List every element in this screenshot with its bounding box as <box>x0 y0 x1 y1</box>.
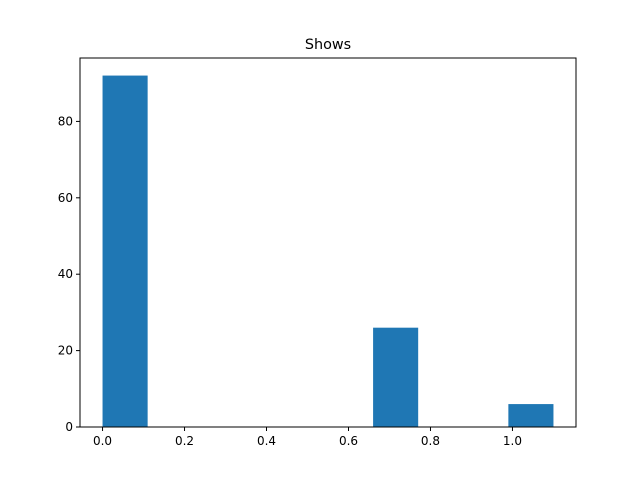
x-axis-ticks: 0.0 0.2 0.4 0.6 0.8 1.0 <box>93 427 522 448</box>
x-tick-label: 1.0 <box>503 434 522 448</box>
y-tick-label: 60 <box>58 191 73 205</box>
x-tick-label: 0.6 <box>339 434 358 448</box>
plot-frame <box>79 57 577 428</box>
bar-9 <box>508 404 554 427</box>
bars-group <box>102 75 554 428</box>
bar-0 <box>102 75 148 428</box>
chart-title: Shows <box>305 37 351 53</box>
y-axis-ticks: 0 20 40 60 80 <box>58 114 80 434</box>
y-tick-label: 80 <box>58 114 73 128</box>
y-tick-label: 20 <box>58 344 73 358</box>
bar-6 <box>373 327 419 427</box>
x-tick-label: 0.2 <box>175 434 194 448</box>
y-tick-label: 0 <box>65 420 73 434</box>
x-tick-label: 0.0 <box>93 434 112 448</box>
y-tick-label: 40 <box>58 267 73 281</box>
x-tick-label: 0.4 <box>257 434 276 448</box>
x-tick-label: 0.8 <box>421 434 440 448</box>
